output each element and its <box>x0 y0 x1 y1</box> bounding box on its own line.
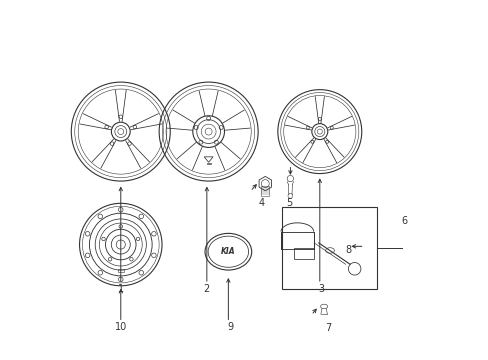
Text: 6: 6 <box>400 216 407 226</box>
Text: 10: 10 <box>114 322 127 332</box>
Bar <box>293 248 313 259</box>
Text: KIA: KIA <box>221 247 235 256</box>
Text: 2: 2 <box>203 284 209 294</box>
Text: 3: 3 <box>318 284 324 294</box>
Bar <box>118 269 123 272</box>
Bar <box>206 162 210 165</box>
Bar <box>261 186 269 197</box>
Text: 1: 1 <box>118 284 123 294</box>
Text: 4: 4 <box>258 198 264 208</box>
Text: 9: 9 <box>226 322 233 332</box>
Bar <box>282 207 376 289</box>
Text: 7: 7 <box>325 323 331 333</box>
Bar <box>281 231 313 249</box>
Text: 8: 8 <box>345 245 351 255</box>
Text: 5: 5 <box>285 198 292 208</box>
